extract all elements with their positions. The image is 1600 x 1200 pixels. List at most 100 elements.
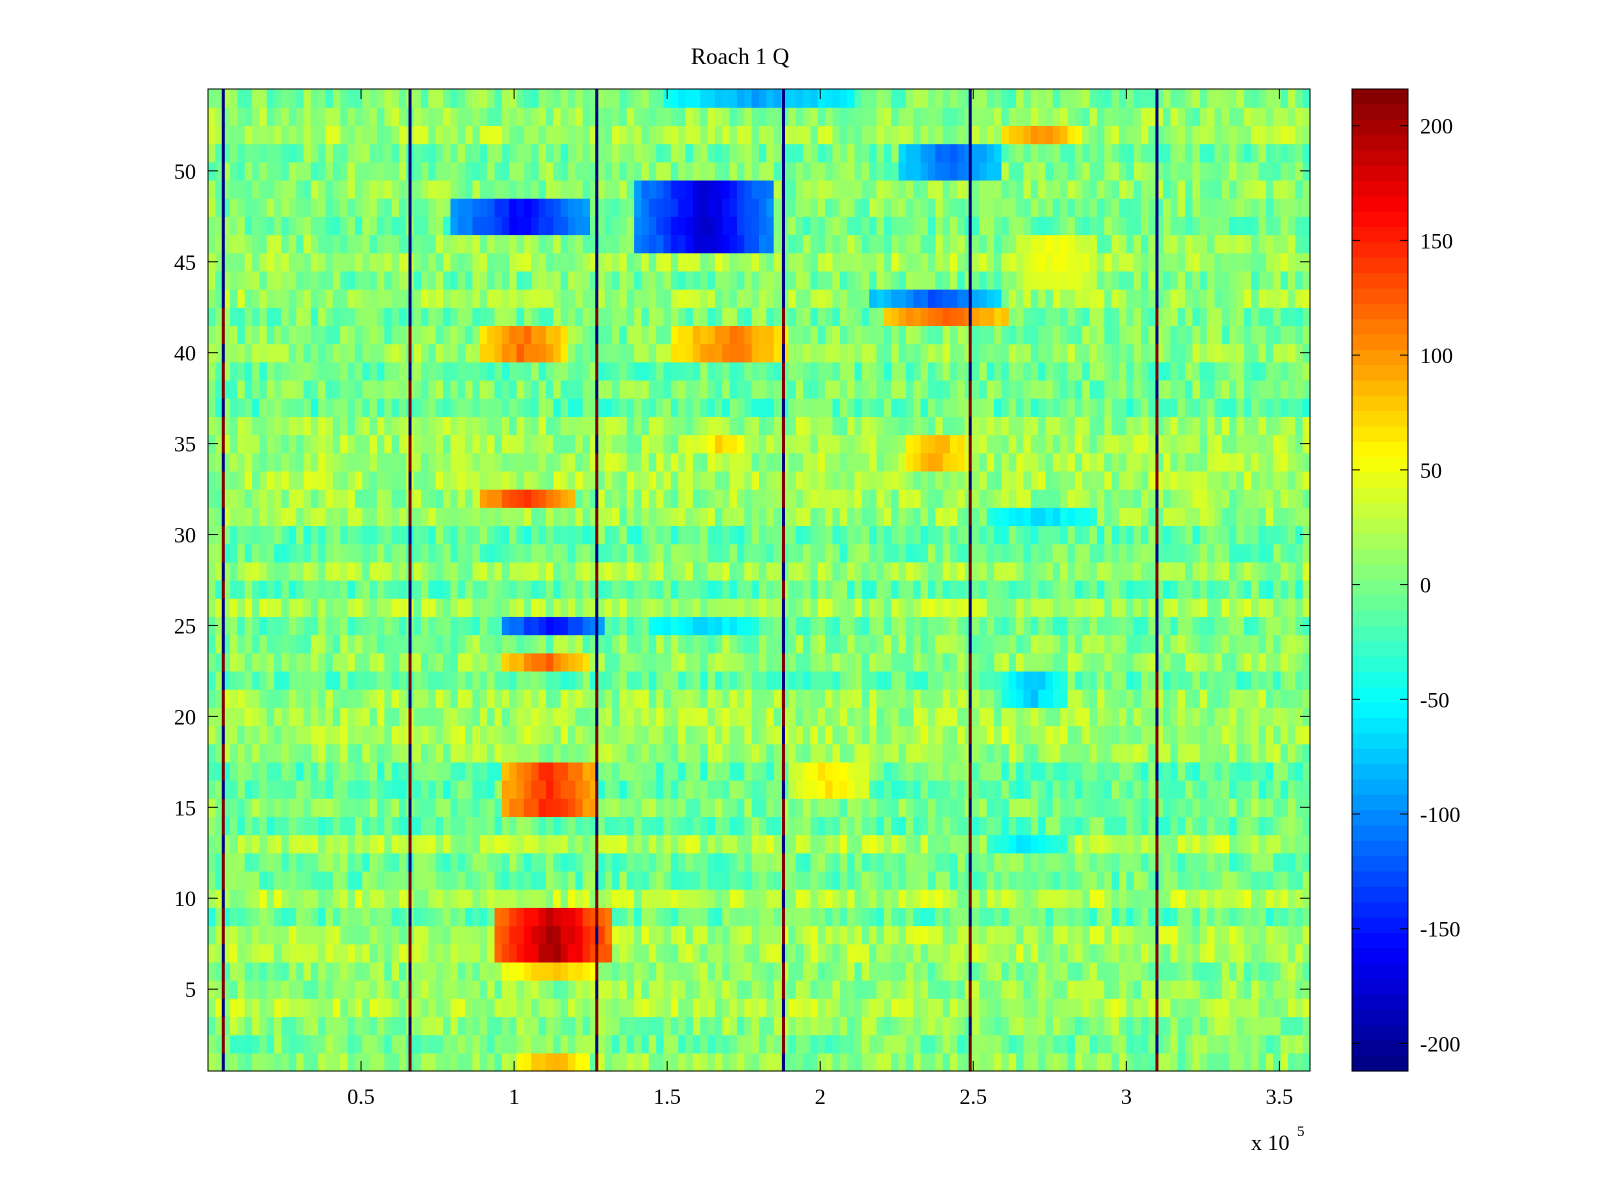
- heatmap-cell: [817, 961, 826, 981]
- heatmap-cell: [950, 816, 958, 836]
- heatmap-cell: [1155, 1016, 1164, 1036]
- heatmap-cell: [957, 543, 966, 563]
- heatmap-cell: [656, 761, 665, 781]
- heatmap-cell: [443, 616, 452, 636]
- heatmap-cell: [766, 834, 775, 854]
- heatmap-cell: [1104, 707, 1113, 727]
- heatmap-cell: [1258, 889, 1267, 908]
- heatmap-cell: [1273, 761, 1282, 781]
- heatmap-cell: [1104, 725, 1113, 745]
- heatmap-cell: [1023, 943, 1032, 963]
- heatmap-cell: [781, 634, 789, 654]
- heatmap-cell: [700, 1052, 709, 1072]
- heatmap-cell: [538, 670, 547, 690]
- heatmap-cell: [1023, 725, 1032, 745]
- heatmap-cell: [1302, 580, 1311, 599]
- heatmap-cell: [773, 689, 782, 708]
- heatmap-cell: [1287, 561, 1296, 581]
- heatmap-cell: [1082, 780, 1091, 799]
- heatmap-cell: [310, 943, 319, 963]
- heatmap-cell: [1236, 689, 1245, 708]
- heatmap-cell: [501, 907, 510, 927]
- heatmap-cell: [1111, 925, 1120, 945]
- heatmap-cell: [1141, 470, 1149, 490]
- heatmap-cell: [1287, 707, 1296, 727]
- heatmap-cell: [230, 580, 238, 599]
- heatmap-cell: [1118, 834, 1127, 854]
- heatmap-cell: [994, 507, 1003, 527]
- heatmap-cell: [1214, 652, 1223, 672]
- heatmap-cell: [1287, 598, 1296, 617]
- heatmap-cell: [274, 507, 283, 527]
- heatmap-cell: [354, 816, 363, 836]
- heatmap-cell: [678, 889, 687, 908]
- heatmap-cell: [1229, 525, 1238, 545]
- heatmap-cell: [729, 707, 738, 727]
- heatmap-cell: [685, 1052, 694, 1072]
- heatmap-cell: [288, 1034, 297, 1054]
- heatmap-cell: [861, 1034, 870, 1054]
- heatmap-cell: [288, 652, 297, 672]
- heatmap-cell: [648, 925, 657, 945]
- heatmap-cell: [384, 889, 393, 908]
- heatmap-cell: [1287, 998, 1296, 1018]
- heatmap-cell: [296, 1016, 305, 1036]
- heatmap-cell: [582, 525, 591, 545]
- heatmap-cell: [1133, 980, 1142, 999]
- heatmap-cell: [1118, 616, 1127, 636]
- heatmap-cell: [1214, 998, 1223, 1018]
- heatmap-cell: [700, 834, 709, 854]
- heatmap-cell: [347, 925, 356, 945]
- heatmap-cell: [854, 889, 863, 908]
- heatmap-cell: [759, 961, 767, 981]
- heatmap-cell: [707, 925, 716, 945]
- heatmap-cell: [274, 998, 283, 1018]
- heatmap-cell: [736, 780, 745, 799]
- heatmap-cell: [1052, 598, 1061, 617]
- heatmap-cell: [597, 834, 606, 854]
- heatmap-cell: [215, 1016, 224, 1036]
- heatmap-cell: [1001, 907, 1010, 927]
- heatmap-cell: [810, 707, 819, 727]
- heatmap-cell: [1104, 470, 1113, 490]
- heatmap-cell: [1287, 852, 1296, 872]
- heatmap-cell: [1199, 1052, 1208, 1072]
- heatmap-cell: [208, 870, 216, 890]
- heatmap-cell: [538, 907, 547, 927]
- heatmap-cell: [1148, 470, 1157, 490]
- heatmap-cell: [685, 980, 694, 999]
- heatmap-cell: [957, 580, 966, 599]
- heatmap-cell: [736, 670, 745, 690]
- heatmap-cell: [920, 470, 929, 490]
- heatmap-cell: [839, 870, 848, 890]
- heatmap-cell: [751, 489, 760, 508]
- heatmap-cell: [1280, 561, 1289, 581]
- heatmap-cell: [354, 907, 363, 927]
- heatmap-cell: [479, 907, 488, 927]
- heatmap-cell: [913, 743, 922, 763]
- heatmap-cell: [1199, 816, 1208, 836]
- heatmap-cell: [935, 961, 944, 981]
- heatmap-cell: [1001, 852, 1010, 872]
- heatmap-cell: [421, 907, 429, 927]
- heatmap-cell: [692, 780, 701, 799]
- heatmap-cell: [942, 980, 951, 999]
- heatmap-cell: [847, 798, 856, 818]
- heatmap-cell: [494, 634, 503, 654]
- heatmap-cell: [1030, 561, 1039, 581]
- heatmap-cell: [1126, 543, 1135, 563]
- heatmap-cell: [722, 961, 731, 981]
- heatmap-cell: [421, 1016, 429, 1036]
- heatmap-cell: [1001, 707, 1010, 727]
- heatmap-cell: [927, 525, 936, 545]
- heatmap-cell: [700, 743, 709, 763]
- heatmap-cell: [656, 798, 665, 818]
- heatmap-cell: [766, 543, 775, 563]
- heatmap-cell: [1192, 489, 1201, 508]
- heatmap-cell: [1243, 489, 1252, 508]
- heatmap-cell: [435, 889, 444, 908]
- heatmap-cell: [391, 907, 400, 927]
- heatmap-cell: [443, 798, 452, 818]
- heatmap-cell: [935, 489, 944, 508]
- heatmap-cell: [1016, 707, 1025, 727]
